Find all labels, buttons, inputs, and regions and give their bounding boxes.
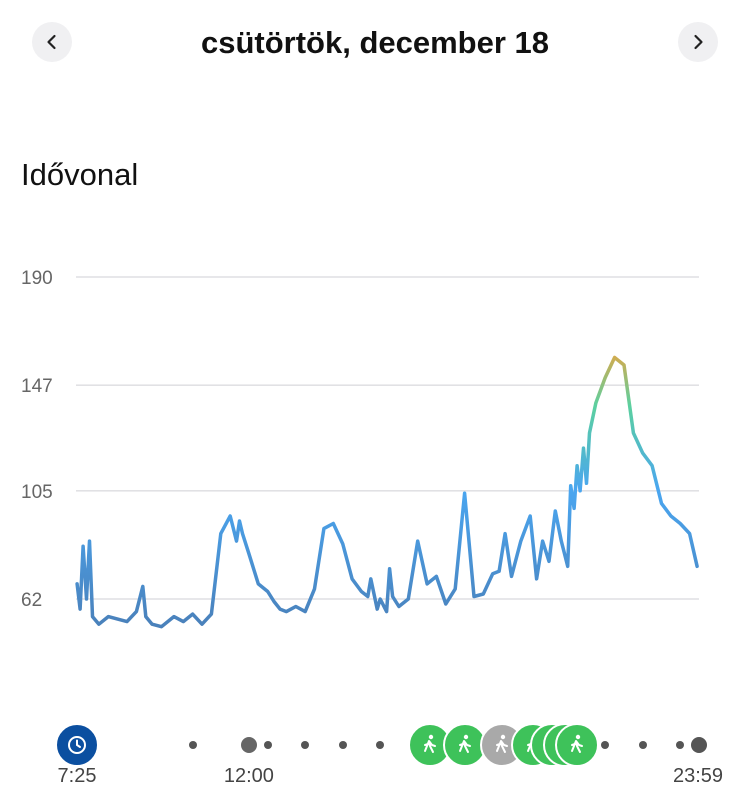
y-tick-label: 105 [21, 482, 53, 503]
chevron-left-icon [47, 34, 56, 50]
timeline-end-label: 23:59 [672, 765, 724, 787]
previous-day-button[interactable] [32, 22, 72, 62]
timeline-mid-label: 12:00 [223, 765, 274, 787]
timeline-dot [676, 741, 685, 749]
timeline-start-label: 7:25 [57, 765, 97, 787]
timeline-dot [638, 741, 647, 749]
y-tick-label: 190 [21, 268, 53, 289]
activity-marker-walk[interactable] [442, 723, 487, 767]
chevron-right-icon [694, 34, 703, 50]
walk-icon [458, 734, 471, 753]
timeline-dot [338, 741, 347, 749]
timeline-dot [376, 741, 385, 749]
activity-marker-walk[interactable] [555, 723, 600, 767]
timeline-dot [188, 741, 197, 749]
watch-icon [67, 736, 86, 754]
page-title: csütörtök, december 18 [200, 25, 550, 60]
y-tick-label: 62 [21, 590, 42, 611]
next-day-button[interactable] [678, 22, 718, 62]
section-title: Idővonal [21, 157, 139, 192]
device-sync-marker[interactable] [54, 723, 99, 767]
y-tick-label: 147 [21, 376, 53, 397]
timeline-hour-marker [240, 737, 257, 753]
timeline-dot [601, 741, 610, 749]
heart-rate-line [75, 355, 699, 629]
walk-icon [496, 734, 509, 753]
walk-icon [424, 734, 437, 753]
walk-icon [571, 734, 584, 753]
timeline-dot [301, 741, 310, 749]
timeline-dot [263, 741, 272, 749]
heart-rate-chart: 62 105 147 190 [21, 268, 699, 629]
activity-timeline: 7:25 12:00 23:59 [0, 715, 750, 806]
timeline-end-marker [691, 737, 707, 753]
